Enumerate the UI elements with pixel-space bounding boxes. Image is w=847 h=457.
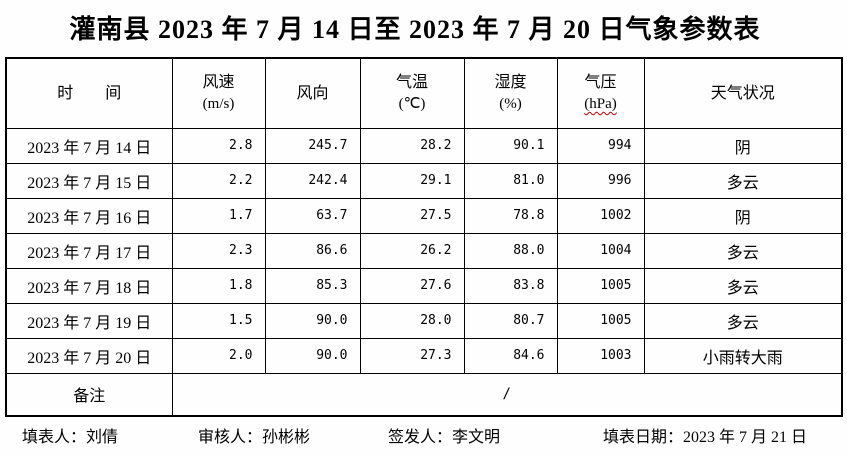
col-header-time: 时 间 [5,57,173,129]
wind-direction-cell: 86.6 [264,232,361,269]
col-header-humidity: 湿度 (%) [463,57,558,129]
weather-cell: 多云 [643,267,843,304]
col-header-time-label: 时 间 [57,84,122,102]
humidity-cell: 80.7 [463,302,558,339]
weather-table: 时 间 风速 (m/s) 风向 气温 (℃) 湿度 (%) [5,57,843,417]
wind-direction-cell: 85.3 [264,267,361,304]
wind-speed-cell: 2.0 [171,337,266,374]
weather-cell: 多云 [643,162,843,199]
col-header-pressure-unit: (hPa) [584,95,617,112]
wind-direction-cell: 242.4 [264,162,361,199]
date-cell: 2023 年 7 月 15 日 [5,162,173,199]
wind-speed-cell: 2.8 [171,127,266,164]
wind-direction-cell: 63.7 [264,197,361,234]
pressure-cell: 1005 [556,267,645,304]
filled-by: 填表人：刘倩 [22,429,119,446]
temperature-cell: 27.6 [359,267,465,304]
remark-label: 备注 [5,372,173,417]
humidity-cell: 78.8 [463,197,558,234]
date-cell: 2023 年 7 月 18 日 [5,267,173,304]
page-title: 灌南县 2023 年 7 月 14 日至 2023 年 7 月 20 日气象参数… [69,15,761,44]
humidity-cell: 84.6 [463,337,558,374]
remark-value: / [171,372,843,417]
pressure-cell: 1003 [556,337,645,374]
date-cell: 2023 年 7 月 16 日 [5,197,173,234]
humidity-cell: 83.8 [463,267,558,304]
humidity-cell: 90.1 [463,127,558,164]
table-row: 2023 年 7 月 19 日 1.5 90.0 28.0 80.7 1005 … [5,302,843,339]
temperature-cell: 27.3 [359,337,465,374]
issuer: 签发人：李文明 [388,429,501,446]
col-header-pressure: 气压 (hPa) [556,57,645,129]
signature-footer: 填表人：刘倩 审核人：孙彬彬 签发人：李文明 填表日期：2023 年 7 月 2… [0,423,847,449]
col-header-pressure-label: 气压 [584,73,617,91]
wind-direction-cell: 245.7 [264,127,361,164]
fill-date: 填表日期：2023 年 7 月 21 日 [603,429,808,446]
temperature-cell: 26.2 [359,232,465,269]
wind-speed-cell: 1.8 [171,267,266,304]
table-header-row: 时 间 风速 (m/s) 风向 气温 (℃) 湿度 (%) [5,57,843,129]
weather-cell: 小雨转大雨 [643,337,843,374]
weather-cell: 阴 [643,127,843,164]
table-row: 2023 年 7 月 18 日 1.8 85.3 27.6 83.8 1005 … [5,267,843,304]
pressure-cell: 1005 [556,302,645,339]
weather-cell: 多云 [643,302,843,339]
reviewer: 审核人：孙彬彬 [198,429,311,446]
weather-cell: 多云 [643,232,843,269]
table-row: 2023 年 7 月 14 日 2.8 245.7 28.2 90.1 994 … [5,127,843,164]
temperature-cell: 28.2 [359,127,465,164]
wind-speed-cell: 1.7 [171,197,266,234]
col-header-weather-label: 天气状况 [710,84,775,102]
remark-row: 备注 / [5,372,843,417]
col-header-temperature: 气温 (℃) [359,57,465,129]
col-header-weather: 天气状况 [643,57,843,129]
humidity-cell: 81.0 [463,162,558,199]
col-header-humidity-label: 湿度 [494,73,527,91]
weather-cell: 阴 [643,197,843,234]
date-cell: 2023 年 7 月 20 日 [5,337,173,374]
wind-direction-cell: 90.0 [264,302,361,339]
temperature-cell: 29.1 [359,162,465,199]
col-header-temperature-label: 气温 [395,73,428,91]
pressure-cell: 1004 [556,232,645,269]
humidity-cell: 88.0 [463,232,558,269]
col-header-wind-direction: 风向 [264,57,361,129]
pressure-cell: 996 [556,162,645,199]
wind-speed-cell: 1.5 [171,302,266,339]
temperature-cell: 28.0 [359,302,465,339]
table-row: 2023 年 7 月 17 日 2.3 86.6 26.2 88.0 1004 … [5,232,843,269]
table-row: 2023 年 7 月 16 日 1.7 63.7 27.5 78.8 1002 … [5,197,843,234]
wind-speed-cell: 2.3 [171,232,266,269]
col-header-humidity-unit: (%) [499,95,522,112]
col-header-wind-speed-label: 风速 [202,73,235,91]
col-header-wind-speed: 风速 (m/s) [171,57,266,129]
wind-direction-cell: 90.0 [264,337,361,374]
table-row: 2023 年 7 月 15 日 2.2 242.4 29.1 81.0 996 … [5,162,843,199]
col-header-temperature-unit: (℃) [398,95,426,112]
date-cell: 2023 年 7 月 14 日 [5,127,173,164]
pressure-cell: 1002 [556,197,645,234]
wind-speed-cell: 2.2 [171,162,266,199]
date-cell: 2023 年 7 月 17 日 [5,232,173,269]
table-row: 2023 年 7 月 20 日 2.0 90.0 27.3 84.6 1003 … [5,337,843,374]
col-header-wind-direction-label: 风向 [296,84,329,102]
temperature-cell: 27.5 [359,197,465,234]
date-cell: 2023 年 7 月 19 日 [5,302,173,339]
pressure-cell: 994 [556,127,645,164]
col-header-wind-speed-unit: (m/s) [202,95,235,112]
